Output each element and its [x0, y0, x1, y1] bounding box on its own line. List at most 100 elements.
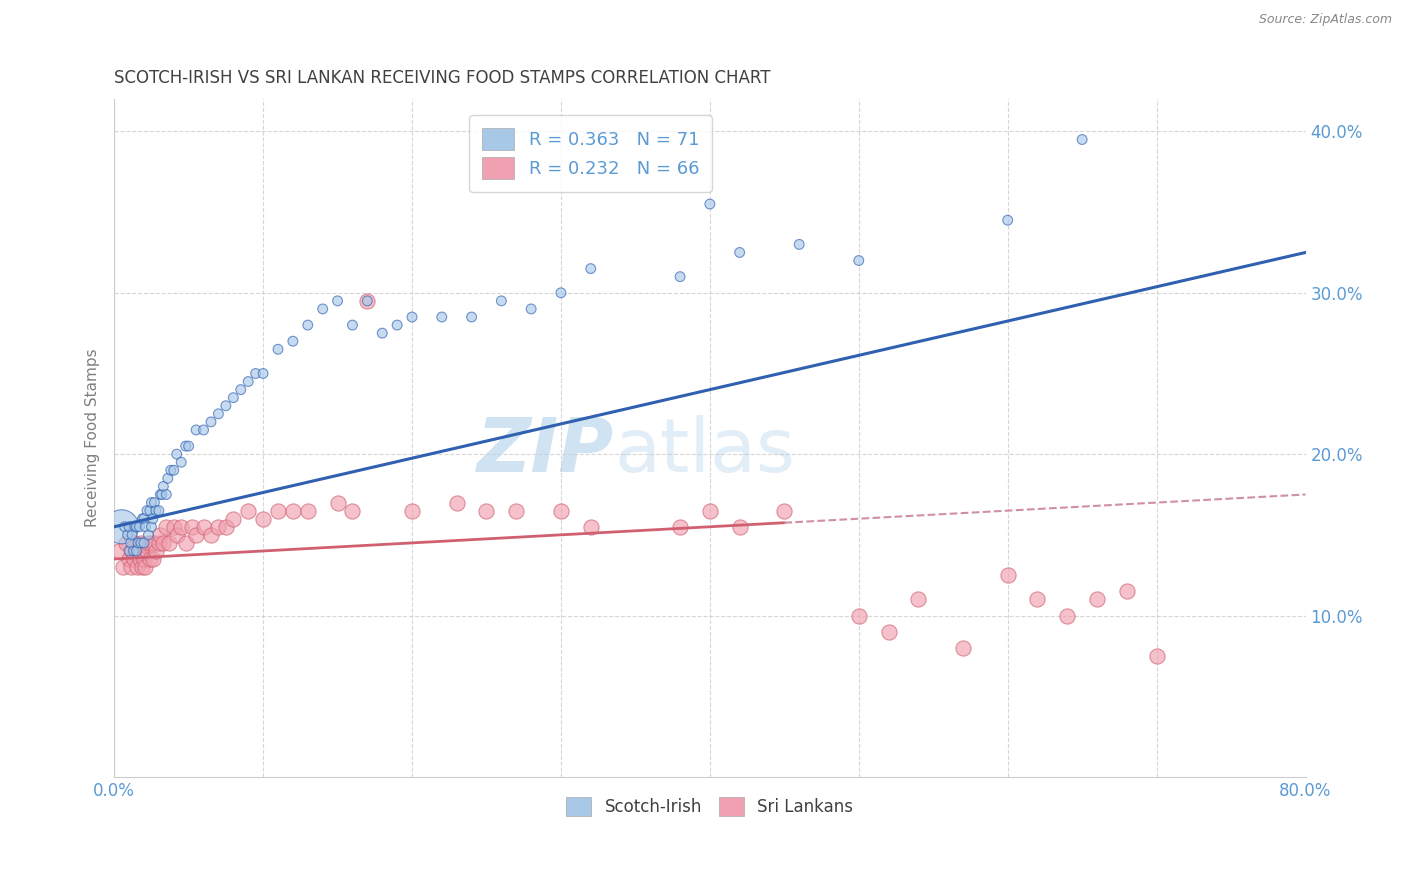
Point — [326, 293, 349, 308]
Point — [180, 520, 202, 534]
Point — [848, 253, 870, 268]
Point — [155, 487, 177, 501]
Point — [112, 560, 135, 574]
Point — [139, 552, 162, 566]
Point — [136, 544, 159, 558]
Point — [907, 592, 929, 607]
Point — [1056, 608, 1078, 623]
Point — [550, 285, 572, 300]
Point — [150, 487, 173, 501]
Point — [252, 367, 274, 381]
Point — [122, 552, 145, 566]
Point — [156, 471, 179, 485]
Point — [124, 520, 146, 534]
Point — [699, 503, 721, 517]
Point — [155, 520, 177, 534]
Point — [430, 310, 453, 324]
Point — [163, 520, 186, 534]
Point — [997, 568, 1019, 582]
Point — [215, 520, 238, 534]
Point — [877, 624, 900, 639]
Point — [131, 512, 153, 526]
Point — [356, 293, 378, 308]
Point — [342, 503, 364, 517]
Point — [952, 640, 974, 655]
Point — [107, 544, 129, 558]
Point — [142, 512, 165, 526]
Point — [193, 520, 215, 534]
Point — [159, 463, 181, 477]
Point — [118, 520, 141, 534]
Point — [200, 415, 222, 429]
Point — [848, 608, 870, 623]
Point — [143, 536, 166, 550]
Point — [118, 552, 141, 566]
Point — [1115, 584, 1137, 599]
Point — [125, 520, 148, 534]
Point — [132, 512, 155, 526]
Point — [131, 560, 153, 574]
Point — [148, 536, 170, 550]
Point — [134, 520, 156, 534]
Point — [145, 503, 167, 517]
Point — [207, 520, 229, 534]
Point — [728, 245, 751, 260]
Point — [252, 512, 274, 526]
Point — [245, 367, 267, 381]
Point — [401, 503, 423, 517]
Point — [170, 455, 193, 469]
Point — [311, 301, 333, 316]
Point — [281, 334, 304, 349]
Point — [149, 528, 172, 542]
Point — [1085, 592, 1108, 607]
Point — [267, 343, 290, 357]
Point — [149, 487, 172, 501]
Point — [356, 293, 378, 308]
Point — [475, 503, 498, 517]
Point — [229, 383, 252, 397]
Y-axis label: Receiving Food Stamps: Receiving Food Stamps — [86, 349, 100, 527]
Point — [152, 536, 174, 550]
Point — [141, 536, 163, 550]
Point — [446, 495, 468, 509]
Point — [166, 528, 188, 542]
Point — [121, 544, 143, 558]
Point — [170, 520, 193, 534]
Point — [141, 520, 163, 534]
Point — [148, 503, 170, 517]
Point — [326, 495, 349, 509]
Point — [669, 520, 692, 534]
Point — [122, 544, 145, 558]
Point — [297, 318, 319, 332]
Point — [669, 269, 692, 284]
Text: ZIP: ZIP — [477, 415, 614, 488]
Point — [184, 423, 207, 437]
Point — [152, 479, 174, 493]
Point — [127, 536, 149, 550]
Point — [136, 503, 159, 517]
Point — [128, 520, 150, 534]
Point — [460, 310, 482, 324]
Point — [129, 536, 152, 550]
Point — [177, 439, 200, 453]
Point — [297, 503, 319, 517]
Point — [157, 536, 180, 550]
Point — [579, 520, 602, 534]
Point — [174, 536, 197, 550]
Point — [401, 310, 423, 324]
Point — [200, 528, 222, 542]
Point — [222, 512, 245, 526]
Text: atlas: atlas — [614, 415, 796, 488]
Point — [120, 560, 142, 574]
Point — [699, 197, 721, 211]
Point — [215, 399, 238, 413]
Point — [163, 463, 186, 477]
Point — [267, 503, 290, 517]
Point — [505, 503, 527, 517]
Point — [342, 318, 364, 332]
Point — [138, 536, 160, 550]
Point — [132, 536, 155, 550]
Point — [728, 520, 751, 534]
Point — [787, 237, 810, 252]
Point — [124, 536, 146, 550]
